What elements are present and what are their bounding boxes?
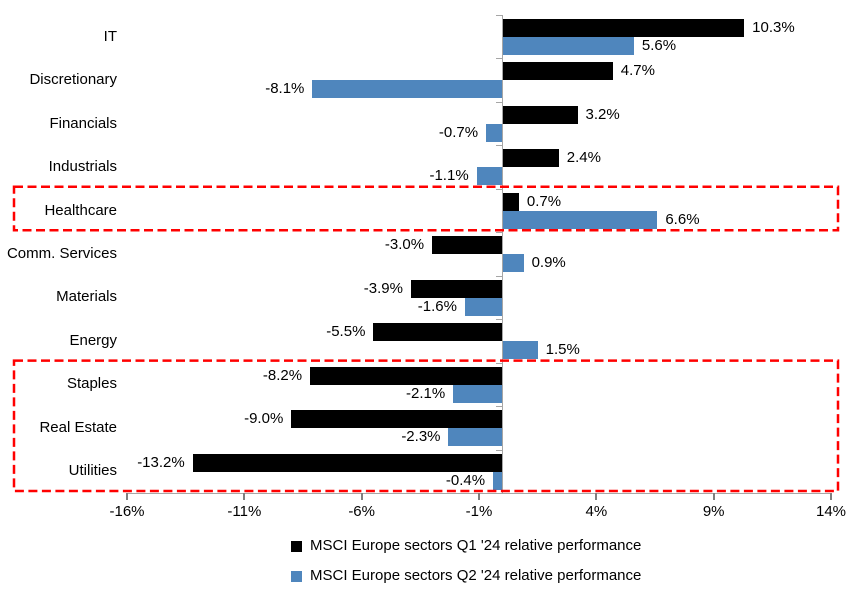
category-axis-tick (496, 406, 503, 408)
bar-q2-industrials (476, 167, 503, 186)
legend-label-q1: MSCI Europe sectors Q1 '24 relative perf… (310, 537, 642, 554)
x-tick-label-2: -6% (348, 503, 375, 520)
legend: MSCI Europe sectors Q1 '24 relative perf… (291, 536, 641, 596)
category-axis-tick (496, 275, 503, 277)
value-axis-tick (360, 493, 363, 500)
value-axis-tick (243, 493, 246, 500)
bar-q1-energy (373, 323, 503, 342)
bar-q2-it (502, 37, 634, 55)
value-label-q1-energy: -5.5% (326, 323, 366, 341)
category-axis-tick (496, 362, 503, 364)
bar-q1-materials (410, 279, 503, 298)
category-label-healthcare: Healthcare (44, 201, 117, 219)
bar-q1-it (502, 19, 745, 37)
category-label-industrials: Industrials (48, 158, 117, 176)
x-tick-label-1: -11% (227, 503, 262, 520)
value-label-q1-it: 10.3% (752, 19, 795, 36)
legend-marker-q1-icon (291, 540, 302, 552)
value-label-q2-comm-services: 0.9% (531, 254, 566, 272)
x-tick-label-4: 4% (585, 503, 608, 520)
value-label-q1-industrials: 2.4% (566, 149, 601, 167)
bar-q2-financials (486, 123, 503, 142)
category-label-real-estate: Real Estate (39, 418, 117, 436)
legend-item-q1: MSCI Europe sectors Q1 '24 relative perf… (291, 536, 641, 556)
legend-item-q2: MSCI Europe sectors Q2 '24 relative perf… (291, 566, 641, 586)
value-label-q2-real-estate: -2.3% (401, 428, 441, 446)
category-axis-tick (496, 449, 503, 451)
category-label-utilities: Utilities (68, 462, 117, 480)
bar-q2-staples (453, 384, 503, 403)
value-axis-tick (712, 493, 715, 500)
category-axis-tick (496, 58, 503, 60)
value-label-q2-financials: -0.7% (438, 123, 479, 141)
category-label-discretionary: Discretionary (29, 71, 117, 89)
value-axis-tick (126, 493, 128, 500)
category-label-it: IT (103, 27, 117, 45)
bar-q1-discretionary (502, 62, 613, 81)
value-label-q2-energy: 1.5% (545, 341, 580, 359)
category-axis-tick (496, 145, 503, 147)
legend-label-q2: MSCI Europe sectors Q2 '24 relative perf… (310, 567, 642, 584)
value-label-q2-discretionary: -8.1% (265, 80, 305, 98)
bar-q1-staples (310, 366, 503, 385)
value-label-q1-financials: 3.2% (585, 105, 620, 123)
category-axis-tick (496, 319, 503, 321)
bar-q2-materials (464, 297, 503, 316)
value-label-q2-industrials: -1.1% (429, 167, 469, 185)
highlight-rect-healthcare (12, 185, 840, 232)
category-label-financials: Financials (49, 114, 117, 132)
category-label-staples: Staples (66, 375, 117, 393)
bar-q1-healthcare (502, 192, 519, 211)
x-tick-label-5: 9% (702, 503, 725, 520)
legend-marker-q2-icon (291, 570, 302, 582)
bar-q1-financials (502, 105, 578, 124)
value-label-q2-staples: -2.1% (406, 384, 446, 402)
value-label-q1-staples: -8.2% (262, 366, 303, 384)
bar-q1-industrials (502, 149, 559, 168)
bar-q2-discretionary (312, 80, 503, 99)
category-label-materials: Materials (56, 288, 117, 306)
value-axis-tick (830, 493, 832, 500)
bar-q2-energy (502, 341, 538, 360)
value-axis-tick (478, 493, 480, 500)
value-label-q1-healthcare: 0.7% (526, 192, 562, 210)
value-label-q2-materials: -1.6% (417, 297, 457, 315)
value-label-q1-utilities: -13.2% (137, 453, 185, 471)
bar-q2-healthcare (502, 210, 658, 229)
category-axis-tick (496, 232, 503, 234)
category-label-energy: Energy (69, 331, 117, 349)
value-label-q1-materials: -3.9% (363, 279, 403, 297)
bar-q1-utilities (192, 453, 503, 472)
category-axis-tick (496, 101, 503, 103)
bar-q1-real-estate (291, 410, 503, 429)
category-axis-line (501, 15, 503, 493)
category-label-comm-services: Comm. Services (6, 245, 117, 262)
value-label-q2-utilities: -0.4% (445, 471, 486, 489)
bar-q2-real-estate (448, 428, 503, 447)
x-tick-label-3: -1% (465, 503, 493, 520)
category-axis-tick (496, 188, 503, 190)
value-label-q2-healthcare: 6.6% (665, 210, 700, 228)
bar-q2-comm-services (502, 254, 524, 273)
value-label-q1-comm-services: -3.0% (384, 236, 425, 254)
value-label-q2-it: 5.6% (641, 37, 677, 54)
bar-q1-comm-services (432, 236, 503, 255)
value-label-q1-real-estate: -9.0% (244, 410, 284, 428)
value-axis-tick (595, 493, 598, 500)
value-label-q1-discretionary: 4.7% (620, 62, 655, 80)
x-tick-label-6: 14% (815, 503, 847, 520)
x-tick-label-0: -16% (109, 503, 145, 520)
category-axis-tick (496, 15, 503, 16)
